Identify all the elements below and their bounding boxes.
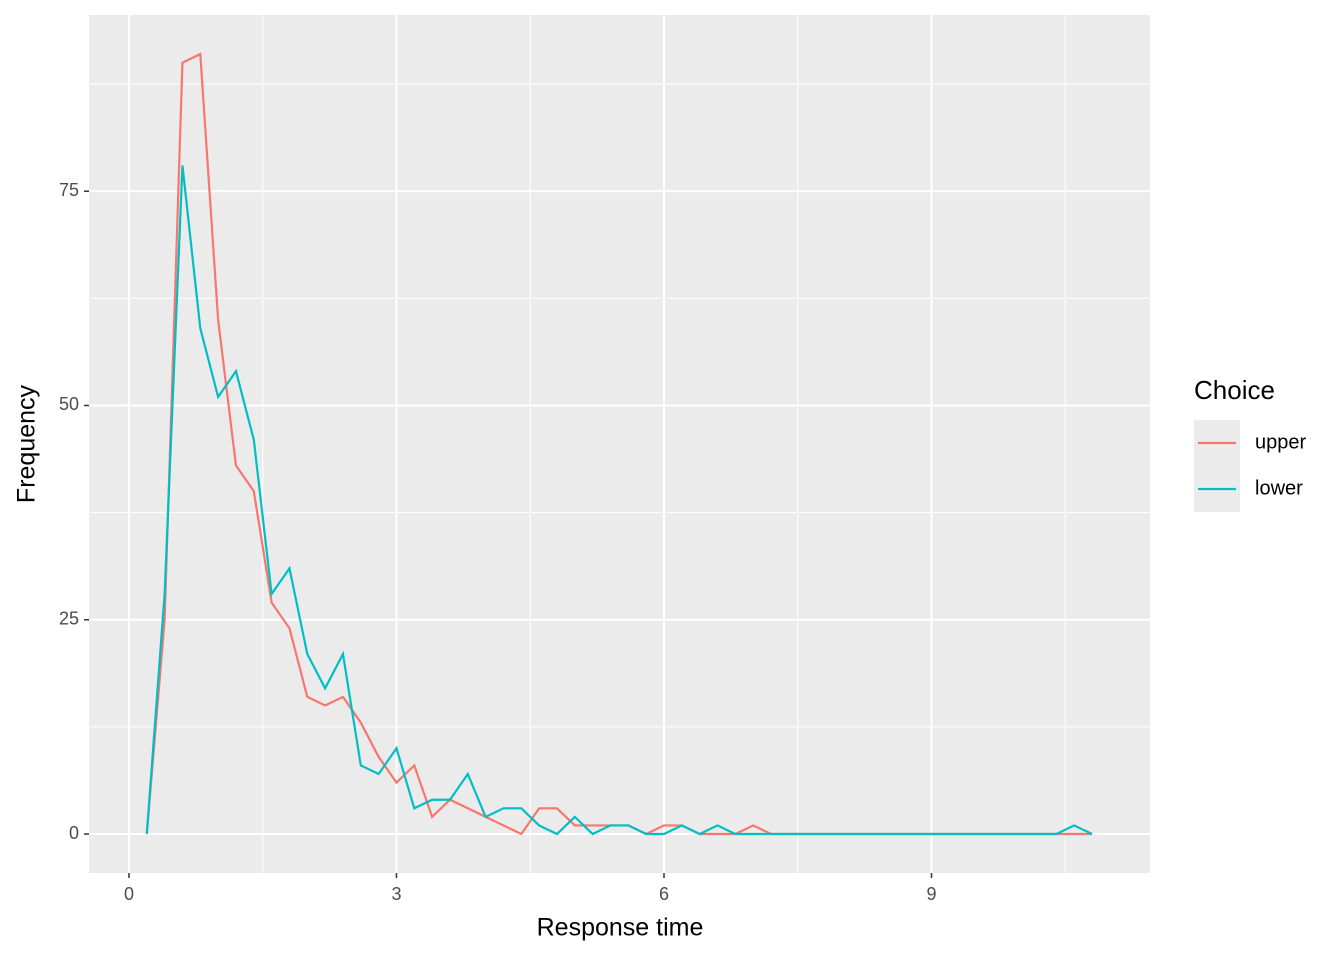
- y-tick-label: 25: [59, 608, 79, 628]
- x-tick-label: 9: [927, 884, 937, 904]
- legend-title: Choice: [1194, 375, 1275, 405]
- x-tick-label: 6: [659, 884, 669, 904]
- y-axis-title: Frequency: [13, 384, 41, 503]
- x-tick-label: 0: [124, 884, 134, 904]
- y-tick-label: 50: [59, 394, 79, 414]
- series-line: [145, 165, 1093, 836]
- y-tick-label: 0: [69, 823, 79, 843]
- panel: [89, 15, 1150, 873]
- legend-label: upper: [1255, 431, 1306, 453]
- x-tick-label: 3: [391, 884, 401, 904]
- y-tick-label: 75: [59, 180, 79, 200]
- x-axis-title: Response time: [537, 914, 704, 942]
- legend-label: lower: [1255, 477, 1303, 499]
- legend-key-background: [1194, 420, 1240, 512]
